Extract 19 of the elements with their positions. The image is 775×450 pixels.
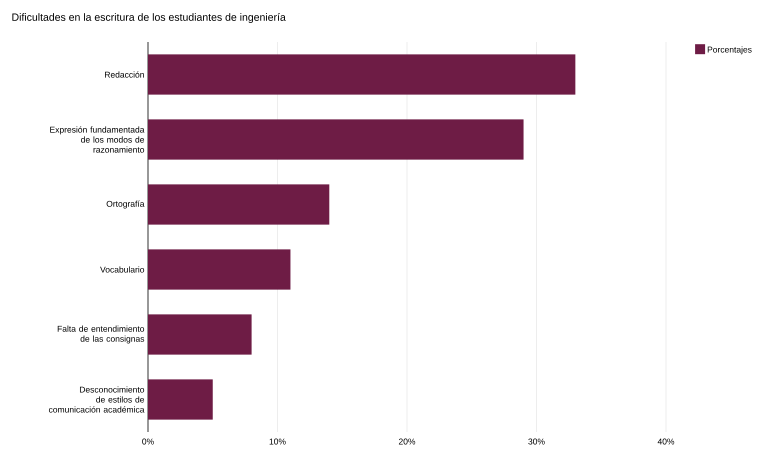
bar	[148, 184, 330, 225]
y-tick-label: Redacción	[105, 71, 144, 78]
x-tick-label: 10%	[270, 438, 286, 445]
bar	[148, 379, 213, 420]
x-tick-label: 20%	[398, 438, 416, 445]
x-tick-label: 40%	[658, 438, 674, 445]
y-tick-label: Vocabulario	[100, 266, 144, 273]
legend-label: Porcentajes	[708, 46, 752, 54]
chart-title: Dificultades en la escritura de los estudiantes de ingeniería	[12, 13, 286, 23]
y-tick-label: Ortografía	[106, 200, 144, 209]
y-tick-label: Falta de entendimiento de las consignas	[58, 326, 144, 344]
x-tick-label: 30%	[528, 438, 545, 445]
x-tick-label: 0%	[142, 438, 154, 445]
bar	[148, 54, 576, 95]
bar	[148, 314, 252, 355]
y-tick-label: Expresión fundamentada de los modos de razonamiento	[50, 126, 144, 153]
bar	[148, 119, 524, 160]
y-tick-label: Desconocimiento de estilos de comunicación académica	[48, 386, 144, 413]
bar	[148, 249, 290, 290]
